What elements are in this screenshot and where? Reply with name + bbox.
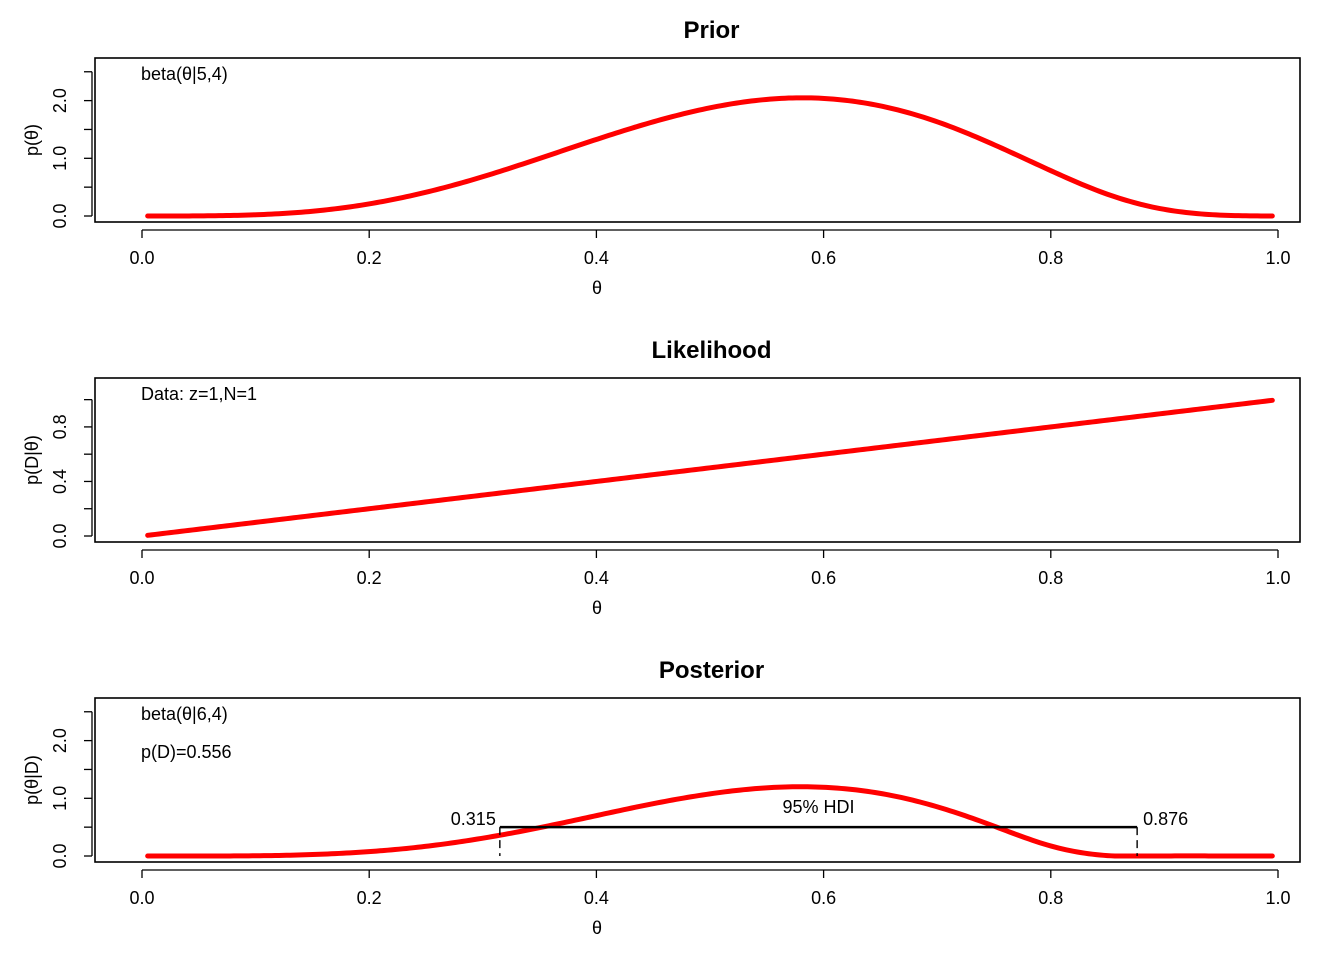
y-tick-label: 0.0 [50, 843, 70, 868]
panel-title: Likelihood [652, 337, 772, 364]
prior-panel: Prior 0.0 0.2 0.4 0.6 0.8 1.0 θ 0.0 1.0 2.0 p(θ) bet… [22, 17, 1301, 298]
x-tick-label: 0.8 [1038, 888, 1063, 908]
x-tick-label: 0.8 [1038, 248, 1063, 268]
x-axis-label: θ [592, 598, 602, 618]
panel-annotation: beta(θ|6,4) [141, 704, 228, 724]
x-axis-label: θ [592, 918, 602, 938]
x-tick-label: 1.0 [1265, 888, 1290, 908]
y-axis-label: p(D|θ) [22, 435, 42, 485]
y-tick-label: 2.0 [50, 728, 70, 753]
x-tick-label: 0.0 [129, 248, 154, 268]
x-tick-label: 0.6 [811, 888, 836, 908]
panel-title: Posterior [659, 657, 764, 684]
x-axis-label: θ [592, 278, 602, 298]
y-tick-label: 1.0 [50, 146, 70, 171]
x-tick-label: 0.4 [584, 888, 609, 908]
x-tick-label: 0.6 [811, 568, 836, 588]
y-tick-label: 2.0 [50, 88, 70, 113]
panel-title: Prior [683, 17, 739, 44]
hdi-high-label: 0.876 [1143, 809, 1188, 829]
y-tick-label: 1.0 [50, 786, 70, 811]
x-tick-label: 0.2 [357, 248, 382, 268]
y-tick-label: 0.0 [50, 203, 70, 228]
panel-annotation: Data: z=1,N=1 [141, 384, 257, 404]
plot-frame [94, 377, 1301, 543]
x-tick-label: 0.2 [357, 568, 382, 588]
y-tick-label: 0.0 [50, 523, 70, 548]
hdi-low-label: 0.315 [451, 809, 496, 829]
y-axis-label: p(θ) [22, 124, 42, 156]
x-tick-label: 0.4 [584, 568, 609, 588]
x-tick-label: 0.8 [1038, 568, 1063, 588]
posterior-panel: Posterior 0.0 0.2 0.4 0.6 0.8 1.0 θ 0.0 1.0 2.0 p(θ… [22, 657, 1301, 938]
hdi-label: 95% HDI [782, 797, 854, 817]
y-tick-label: 0.8 [50, 414, 70, 439]
x-tick-label: 1.0 [1265, 248, 1290, 268]
x-tick-label: 0.0 [129, 888, 154, 908]
x-tick-label: 0.6 [811, 248, 836, 268]
x-tick-label: 0.2 [357, 888, 382, 908]
x-tick-label: 1.0 [1265, 568, 1290, 588]
y-axis-label: p(θ|D) [22, 755, 42, 805]
plot-frame [94, 697, 1301, 863]
plot-frame [94, 57, 1301, 223]
y-tick-label: 0.4 [50, 469, 70, 494]
prior-density-curve [145, 95, 1275, 219]
likelihood-panel: Likelihood 0.0 0.2 0.4 0.6 0.8 1.0 θ 0.0 0.4 0.8 p(… [22, 337, 1301, 618]
panel-annotation: p(D)=0.556 [141, 742, 232, 762]
x-tick-label: 0.4 [584, 248, 609, 268]
x-tick-label: 0.0 [129, 568, 154, 588]
posterior-density-curve [145, 784, 1275, 859]
panel-annotation: beta(θ|5,4) [141, 64, 228, 84]
